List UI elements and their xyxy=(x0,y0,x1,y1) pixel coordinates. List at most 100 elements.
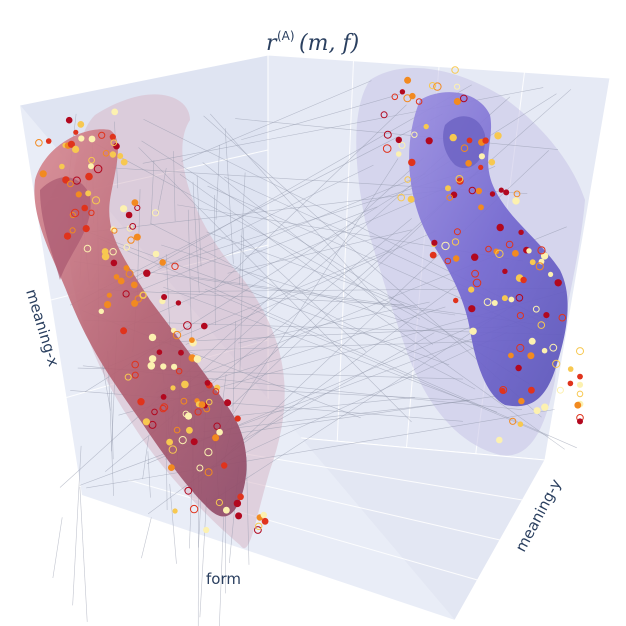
scatter-point xyxy=(221,462,228,469)
title-prefix: r xyxy=(266,31,278,56)
scatter-point xyxy=(63,232,72,240)
scatter-point xyxy=(180,397,188,405)
scatter-point xyxy=(198,401,206,408)
scatter-point xyxy=(113,274,120,280)
scatter-point xyxy=(131,360,139,369)
scatter-markers xyxy=(35,66,584,534)
connector-line xyxy=(214,195,216,326)
scatter-point xyxy=(109,248,117,256)
connector-line xyxy=(163,286,498,413)
scatter-point xyxy=(35,139,43,147)
chart-title: r (A) (m, f) xyxy=(266,29,359,56)
scatter-point xyxy=(189,504,199,514)
connector-line xyxy=(239,172,246,285)
scatter-point xyxy=(468,305,476,313)
scatter-point xyxy=(380,111,388,119)
scatter-point xyxy=(75,191,82,198)
scatter-point xyxy=(444,257,452,265)
scatter-point xyxy=(160,394,167,400)
scatter-point xyxy=(494,132,502,140)
scatter-point xyxy=(214,384,221,391)
scatter-point xyxy=(127,236,135,244)
scatter-point xyxy=(142,418,150,426)
scatter-point xyxy=(453,228,461,236)
scatter-point xyxy=(72,176,81,185)
scatter-point xyxy=(383,130,392,139)
scatter-point xyxy=(516,312,525,320)
scatter-point xyxy=(577,418,583,425)
scatter-point xyxy=(540,252,549,260)
connector-line xyxy=(203,396,415,420)
scatter-point xyxy=(395,151,402,157)
scatter-point xyxy=(478,164,484,170)
scatter-point xyxy=(130,281,138,289)
scatter-point xyxy=(535,262,544,271)
scatter-point xyxy=(512,250,519,257)
scatter-point xyxy=(235,512,243,520)
connector-line xyxy=(230,332,435,448)
scatter-point xyxy=(171,363,178,370)
scatter-point xyxy=(170,327,177,334)
scatter-point xyxy=(159,259,166,266)
connector-line xyxy=(88,188,455,233)
scatter-point xyxy=(166,438,174,446)
scatter-point xyxy=(502,268,508,274)
scatter-point xyxy=(111,108,119,116)
scatter-point xyxy=(499,387,506,394)
scatter-point xyxy=(102,150,110,157)
scatter-point xyxy=(131,199,139,207)
scatter-point xyxy=(88,156,95,164)
connector-line xyxy=(142,436,150,480)
connector-line xyxy=(179,174,565,450)
scatter-point xyxy=(518,397,525,405)
scatter-point xyxy=(541,347,548,354)
connector-line xyxy=(72,445,82,606)
scatter-point xyxy=(134,295,143,303)
scatter-point xyxy=(131,299,139,307)
connector-line xyxy=(206,302,517,505)
scatter-point xyxy=(88,209,95,217)
scatter-point xyxy=(120,327,128,335)
scatter-point xyxy=(451,238,460,246)
scatter-point xyxy=(526,248,532,254)
scatter-point xyxy=(186,426,193,434)
scatter-point xyxy=(528,337,536,345)
scatter-point xyxy=(552,359,561,368)
connector-line xyxy=(102,364,111,411)
scatter-point xyxy=(111,227,118,234)
scatter-point xyxy=(123,265,130,271)
scatter-point xyxy=(204,380,211,386)
scatter-point xyxy=(528,386,535,394)
scatter-point xyxy=(537,246,546,255)
scatter-point xyxy=(450,191,458,199)
scatter-point xyxy=(515,364,522,372)
connector-line xyxy=(205,288,549,437)
scatter-point xyxy=(478,153,485,160)
scatter-point xyxy=(161,294,168,300)
scatter-point xyxy=(178,349,184,356)
scatter-point xyxy=(518,229,524,235)
connector-line xyxy=(150,223,476,390)
red-surface-fold xyxy=(40,177,91,280)
scatter-point xyxy=(415,98,423,105)
scatter-point xyxy=(148,355,157,363)
scatter-point xyxy=(468,286,475,293)
scatter-point xyxy=(469,327,477,335)
scatter-point xyxy=(106,292,112,298)
connector-line xyxy=(181,80,372,162)
connector-line xyxy=(79,486,88,622)
scatter-point xyxy=(407,195,415,203)
scatter-point xyxy=(391,93,399,101)
scatter-point xyxy=(133,233,141,241)
scatter-point xyxy=(512,197,520,205)
scatter-point xyxy=(429,251,437,259)
scatter-point xyxy=(491,300,498,306)
scatter-point xyxy=(109,133,116,140)
scatter-point xyxy=(517,421,524,428)
scatter-point xyxy=(125,211,133,219)
scatter-point xyxy=(482,137,489,144)
connector-line xyxy=(215,104,407,289)
scatter-point xyxy=(45,138,52,144)
scatter-point xyxy=(520,276,527,284)
connector-line xyxy=(111,391,114,460)
